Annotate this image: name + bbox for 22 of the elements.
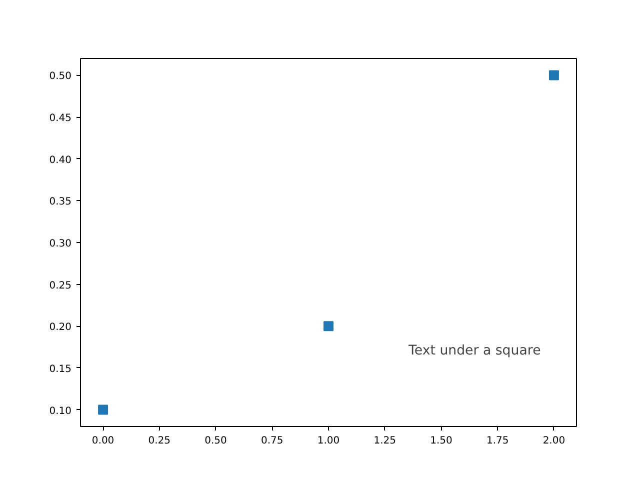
x-tick-label: 1.25: [374, 436, 396, 446]
y-tick-label: 0.25: [49, 280, 72, 292]
y-tick-label: 0.30: [49, 238, 72, 250]
x-tick-label: 0.75: [261, 436, 284, 446]
y-tick-label: 0.40: [49, 154, 72, 166]
x-tick-label: 0.00: [92, 436, 114, 446]
x-tick-label: 2.00: [542, 436, 566, 446]
x-tick-label: 1.50: [430, 436, 452, 446]
y-tick-label: 0.20: [49, 322, 72, 334]
x-tick-label: 0.50: [204, 436, 227, 446]
point: [548, 70, 559, 80]
annotation: Text under a square: [408, 344, 541, 358]
x-tick-label: 1.75: [486, 436, 509, 446]
y-tick-label: 0.45: [49, 113, 72, 124]
y-tick-label: 0.15: [49, 364, 72, 375]
y-tick-label: 0.35: [49, 196, 72, 208]
y-tick-label: 0.50: [49, 71, 72, 82]
x-tick-label: 1.00: [317, 436, 340, 446]
point: [324, 321, 334, 332]
point: [98, 404, 108, 415]
x-tick-label: 0.25: [148, 436, 171, 446]
y-tick-label: 0.10: [49, 406, 72, 417]
